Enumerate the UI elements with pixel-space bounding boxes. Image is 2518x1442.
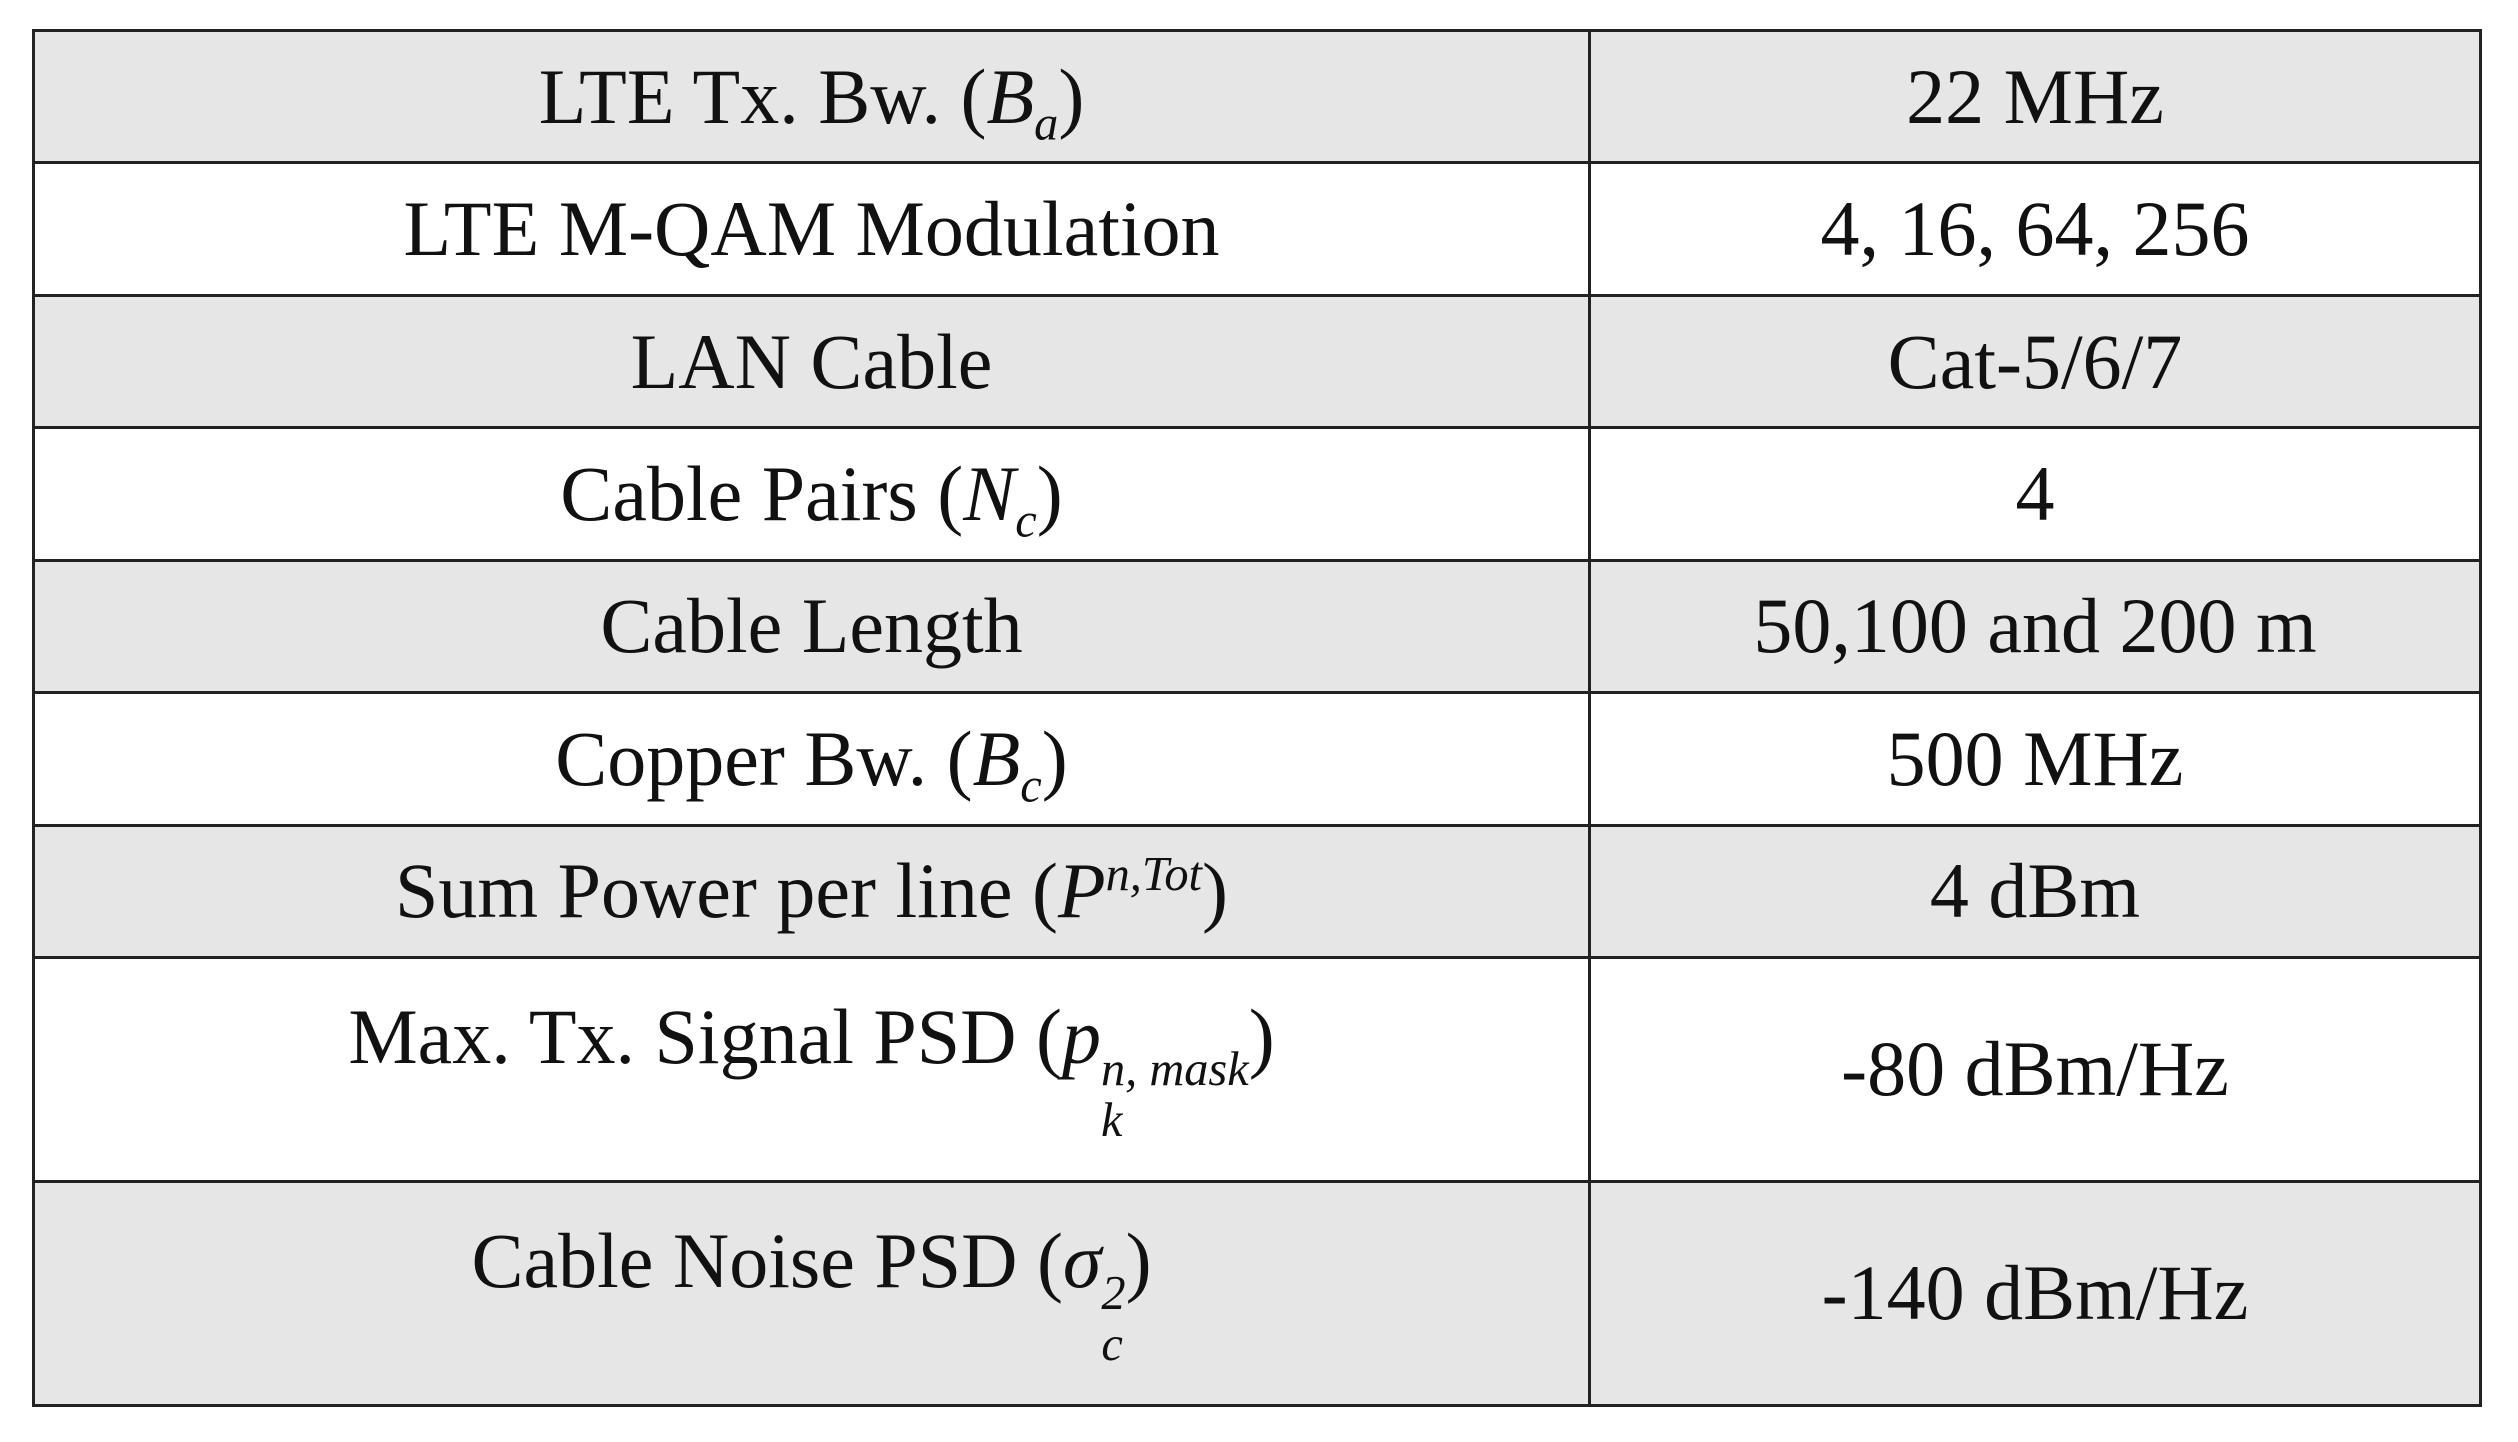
symbol-subscript: a [1034, 97, 1059, 151]
value-cell: -140 dBm/Hz [1588, 1179, 2482, 1408]
value-cell: Cat-5/6/7 [1588, 293, 2482, 430]
parameter-symbol: σ [1062, 1217, 1102, 1305]
parameter-table: LTE Tx. Bw. (Ba) 22 MHz LTE M-QAM Modulati… [32, 28, 2482, 1408]
table-row: Cable Noise PSD (σ 2 c) -140 dBm/Hz [32, 1179, 2482, 1408]
parameter-cell: Copper Bw. (Bc) [32, 691, 1591, 827]
parameter-name: Max. Tx. Signal PSD [348, 993, 1017, 1081]
parameter-cell: LTE M-QAM Modulation [32, 161, 1591, 297]
parameter-symbol: P [1057, 847, 1106, 935]
parameter-value: 4 [2015, 449, 2055, 537]
value-cell: 4 dBm [1588, 823, 2482, 959]
table-row: LTE M-QAM Modulation 4, 16, 64, 256 [32, 161, 2482, 297]
parameter-cell: Cable Pairs (Nc) [32, 426, 1591, 562]
table-row: Sum Power per line (Pn,Tot) 4 dBm [32, 823, 2482, 959]
symbol-subscript: k [1100, 1093, 1123, 1147]
parameter-name: Cable Length [600, 582, 1023, 670]
parameter-value: 22 MHz [1906, 52, 2164, 140]
parameter-name: LAN Cable [630, 317, 993, 405]
table-row: Cable Length 50,100 and 200 m [32, 558, 2482, 695]
parameter-value: 4 dBm [1929, 847, 2141, 935]
symbol-superscript: n, mask [1100, 1043, 1249, 1097]
value-cell: 500 MHz [1588, 691, 2482, 827]
value-cell: 50,100 and 200 m [1588, 558, 2482, 695]
parameter-value: 500 MHz [1886, 714, 2184, 802]
parameter-name: Sum Power per line [395, 847, 1013, 935]
value-cell: -80 dBm/Hz [1588, 955, 2482, 1183]
parameter-value: -140 dBm/Hz [1821, 1249, 2249, 1337]
parameter-value: -80 dBm/Hz [1841, 1025, 2229, 1113]
parameter-value: 4, 16, 64, 256 [1820, 185, 2250, 273]
symbol-scripts: n, mask k [1100, 1043, 1249, 1147]
parameter-value: 50,100 and 200 m [1753, 582, 2317, 670]
symbol-superscript: 2 [1101, 1267, 1126, 1321]
parameter-cell: Cable Length [32, 558, 1591, 695]
parameter-name: Cable Pairs [560, 449, 918, 537]
table-row: Cable Pairs (Nc) 4 [32, 426, 2482, 562]
parameter-cell: Sum Power per line (Pn,Tot) [32, 823, 1591, 959]
symbol-subscript: c [1101, 1317, 1123, 1371]
parameter-symbol: B [986, 52, 1035, 140]
table-row: Max. Tx. Signal PSD (p n, mask k) -80 dBm/H… [32, 955, 2482, 1183]
value-cell: 4 [1588, 426, 2482, 562]
parameter-symbol: p [1061, 993, 1101, 1081]
parameter-symbol: N [963, 449, 1016, 537]
table-row: LTE Tx. Bw. (Ba) 22 MHz [32, 28, 2482, 165]
parameter-cell: LAN Cable [32, 293, 1591, 430]
table-row: LAN Cable Cat-5/6/7 [32, 293, 2482, 430]
parameter-value: Cat-5/6/7 [1887, 317, 2183, 405]
symbol-superscript: n,Tot [1105, 848, 1202, 902]
parameter-name: LTE Tx. Bw. [538, 52, 941, 140]
value-cell: 22 MHz [1588, 28, 2482, 165]
parameter-cell: Max. Tx. Signal PSD (p n, mask k) [32, 955, 1591, 1183]
parameter-name: Copper Bw. [555, 714, 928, 802]
parameter-name: LTE M-QAM Modulation [403, 185, 1220, 273]
parameter-cell: Cable Noise PSD (σ 2 c) [32, 1179, 1591, 1408]
parameter-cell: LTE Tx. Bw. (Ba) [32, 28, 1591, 165]
value-cell: 4, 16, 64, 256 [1588, 161, 2482, 297]
table-row: Copper Bw. (Bc) 500 MHz [32, 691, 2482, 827]
parameter-name: Cable Noise PSD [471, 1217, 1018, 1305]
parameter-symbol: B [972, 714, 1021, 802]
symbol-subscript: c [1015, 494, 1037, 548]
symbol-subscript: c [1020, 759, 1042, 813]
